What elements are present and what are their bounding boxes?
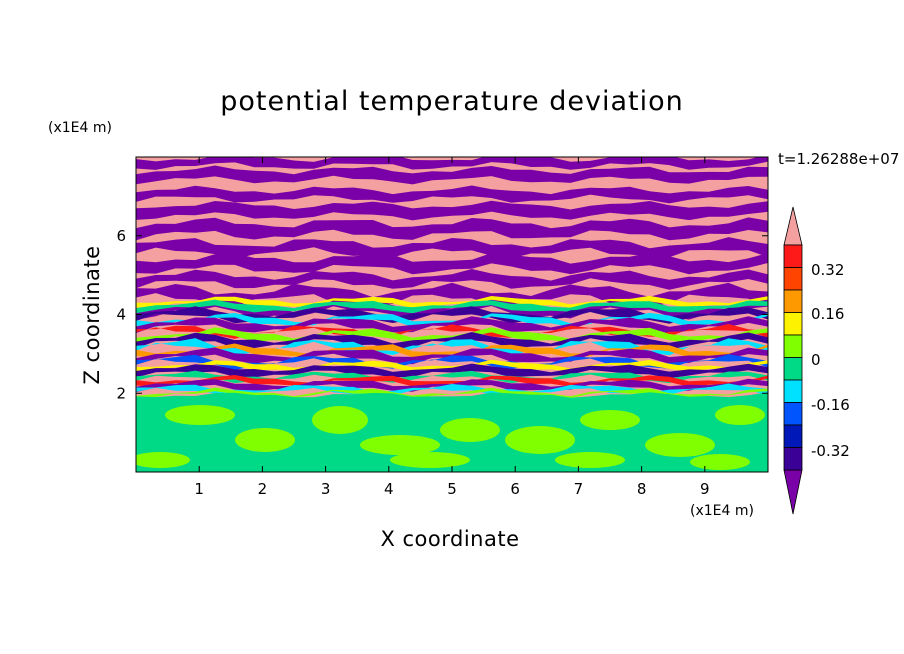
turbulent-band <box>136 354 768 370</box>
purple-stripe <box>136 157 768 170</box>
turbulent-band <box>136 383 768 397</box>
turbulent-band <box>136 338 768 357</box>
colorbar-segment <box>783 334 803 358</box>
colorbar-segment <box>783 379 803 403</box>
purple-stripe <box>136 252 768 275</box>
boundary-eddy <box>235 428 295 452</box>
colorbar-extend-bottom <box>783 469 803 515</box>
colorbar-extend-top <box>783 206 803 246</box>
contour-field <box>136 157 768 472</box>
x-tick-label: 7 <box>574 480 584 498</box>
x-tick-label: 3 <box>321 480 331 498</box>
colorbar-label: 0 <box>811 351 821 369</box>
purple-stripe <box>136 165 768 185</box>
x-axis-unit: (x1E4 m) <box>690 503 754 519</box>
colorbar-label: -0.32 <box>811 442 850 460</box>
turbulent-band <box>136 343 768 359</box>
y-tick-label: 4 <box>116 306 126 324</box>
purple-stripe <box>136 185 768 204</box>
x-tick-label: 1 <box>194 480 204 498</box>
boundary-eddy <box>136 452 190 468</box>
time-label: t=1.26288e+07 <box>778 150 900 168</box>
x-tick-label: 9 <box>700 480 710 498</box>
colorbar-label: 0.32 <box>811 261 844 279</box>
colorbar-segment <box>783 289 803 313</box>
x-tick-label: 6 <box>510 480 520 498</box>
boundary-eddy <box>715 405 765 425</box>
x-axis-label: X coordinate <box>380 527 520 551</box>
turbulent-band <box>136 327 768 344</box>
boundary-eddy <box>580 410 640 430</box>
y-tick-label: 2 <box>116 384 126 402</box>
turbulent-band <box>136 306 768 324</box>
y-tick-label: 6 <box>116 227 126 245</box>
boundary-eddy <box>165 405 235 425</box>
colorbar-segment <box>783 312 803 336</box>
boundary-eddy <box>645 433 715 457</box>
x-tick-label: 2 <box>258 480 268 498</box>
x-tick-label: 5 <box>447 480 457 498</box>
turbulent-band <box>136 375 768 387</box>
turbulent-band <box>136 324 768 339</box>
boundary-eddy <box>440 418 500 442</box>
colorbar-segment <box>783 267 803 291</box>
purple-stripe <box>136 217 768 241</box>
turbulent-band <box>136 295 768 309</box>
purple-stripe <box>136 237 768 259</box>
x-tick-label: 4 <box>384 480 394 498</box>
boundary-eddy <box>555 452 625 468</box>
colorbar-segment <box>783 357 803 381</box>
colorbar-segment <box>783 447 803 471</box>
colorbar-segment <box>783 424 803 448</box>
y-axis-unit: (x1E4 m) <box>48 120 112 136</box>
boundary-eddy <box>360 435 440 455</box>
chart-title: potential temperature deviation <box>220 86 684 117</box>
x-tick-label: 8 <box>637 480 647 498</box>
turbulent-band <box>136 359 768 373</box>
turbulent-band <box>136 387 768 400</box>
turbulent-band <box>136 370 768 384</box>
boundary-eddy <box>690 454 750 470</box>
boundary-eddy <box>505 426 575 454</box>
colorbar-label: 0.16 <box>811 305 844 323</box>
colorbar-segment <box>783 402 803 426</box>
boundary-eddy <box>390 452 470 468</box>
colorbar-label: -0.16 <box>811 396 850 414</box>
turbulent-band <box>136 312 768 328</box>
colorbar-segment <box>783 244 803 268</box>
turbulent-band <box>136 299 768 314</box>
purple-stripe <box>136 200 768 221</box>
boundary-eddy <box>312 406 368 434</box>
